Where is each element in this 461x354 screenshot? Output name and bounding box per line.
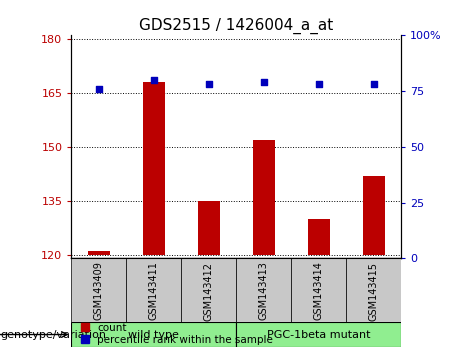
Text: wild type: wild type <box>129 330 179 339</box>
Text: GSM143414: GSM143414 <box>313 262 324 320</box>
Point <box>370 82 377 87</box>
Legend: count, percentile rank within the sample: count, percentile rank within the sample <box>77 318 278 349</box>
Text: GSM143411: GSM143411 <box>149 262 159 320</box>
Point <box>260 79 267 85</box>
Bar <box>363 176 384 255</box>
Text: PGC-1beta mutant: PGC-1beta mutant <box>267 330 371 339</box>
Point <box>315 82 322 87</box>
Bar <box>126 258 181 322</box>
Text: genotype/variation: genotype/variation <box>0 330 106 339</box>
Text: GSM143415: GSM143415 <box>369 262 378 321</box>
Bar <box>88 251 110 255</box>
Text: GSM143412: GSM143412 <box>204 262 214 321</box>
Text: GSM143409: GSM143409 <box>94 262 104 320</box>
Bar <box>291 258 346 322</box>
Bar <box>198 201 220 255</box>
Bar <box>253 140 275 255</box>
Text: GSM143413: GSM143413 <box>259 262 269 320</box>
Bar <box>236 322 401 347</box>
Point <box>205 82 213 87</box>
Point <box>95 86 103 92</box>
Bar <box>181 258 236 322</box>
Bar <box>307 219 330 255</box>
Bar <box>346 258 401 322</box>
Title: GDS2515 / 1426004_a_at: GDS2515 / 1426004_a_at <box>139 18 333 34</box>
Point <box>150 77 158 83</box>
Bar <box>236 258 291 322</box>
Bar <box>71 258 126 322</box>
Bar <box>143 82 165 255</box>
Bar <box>71 322 236 347</box>
